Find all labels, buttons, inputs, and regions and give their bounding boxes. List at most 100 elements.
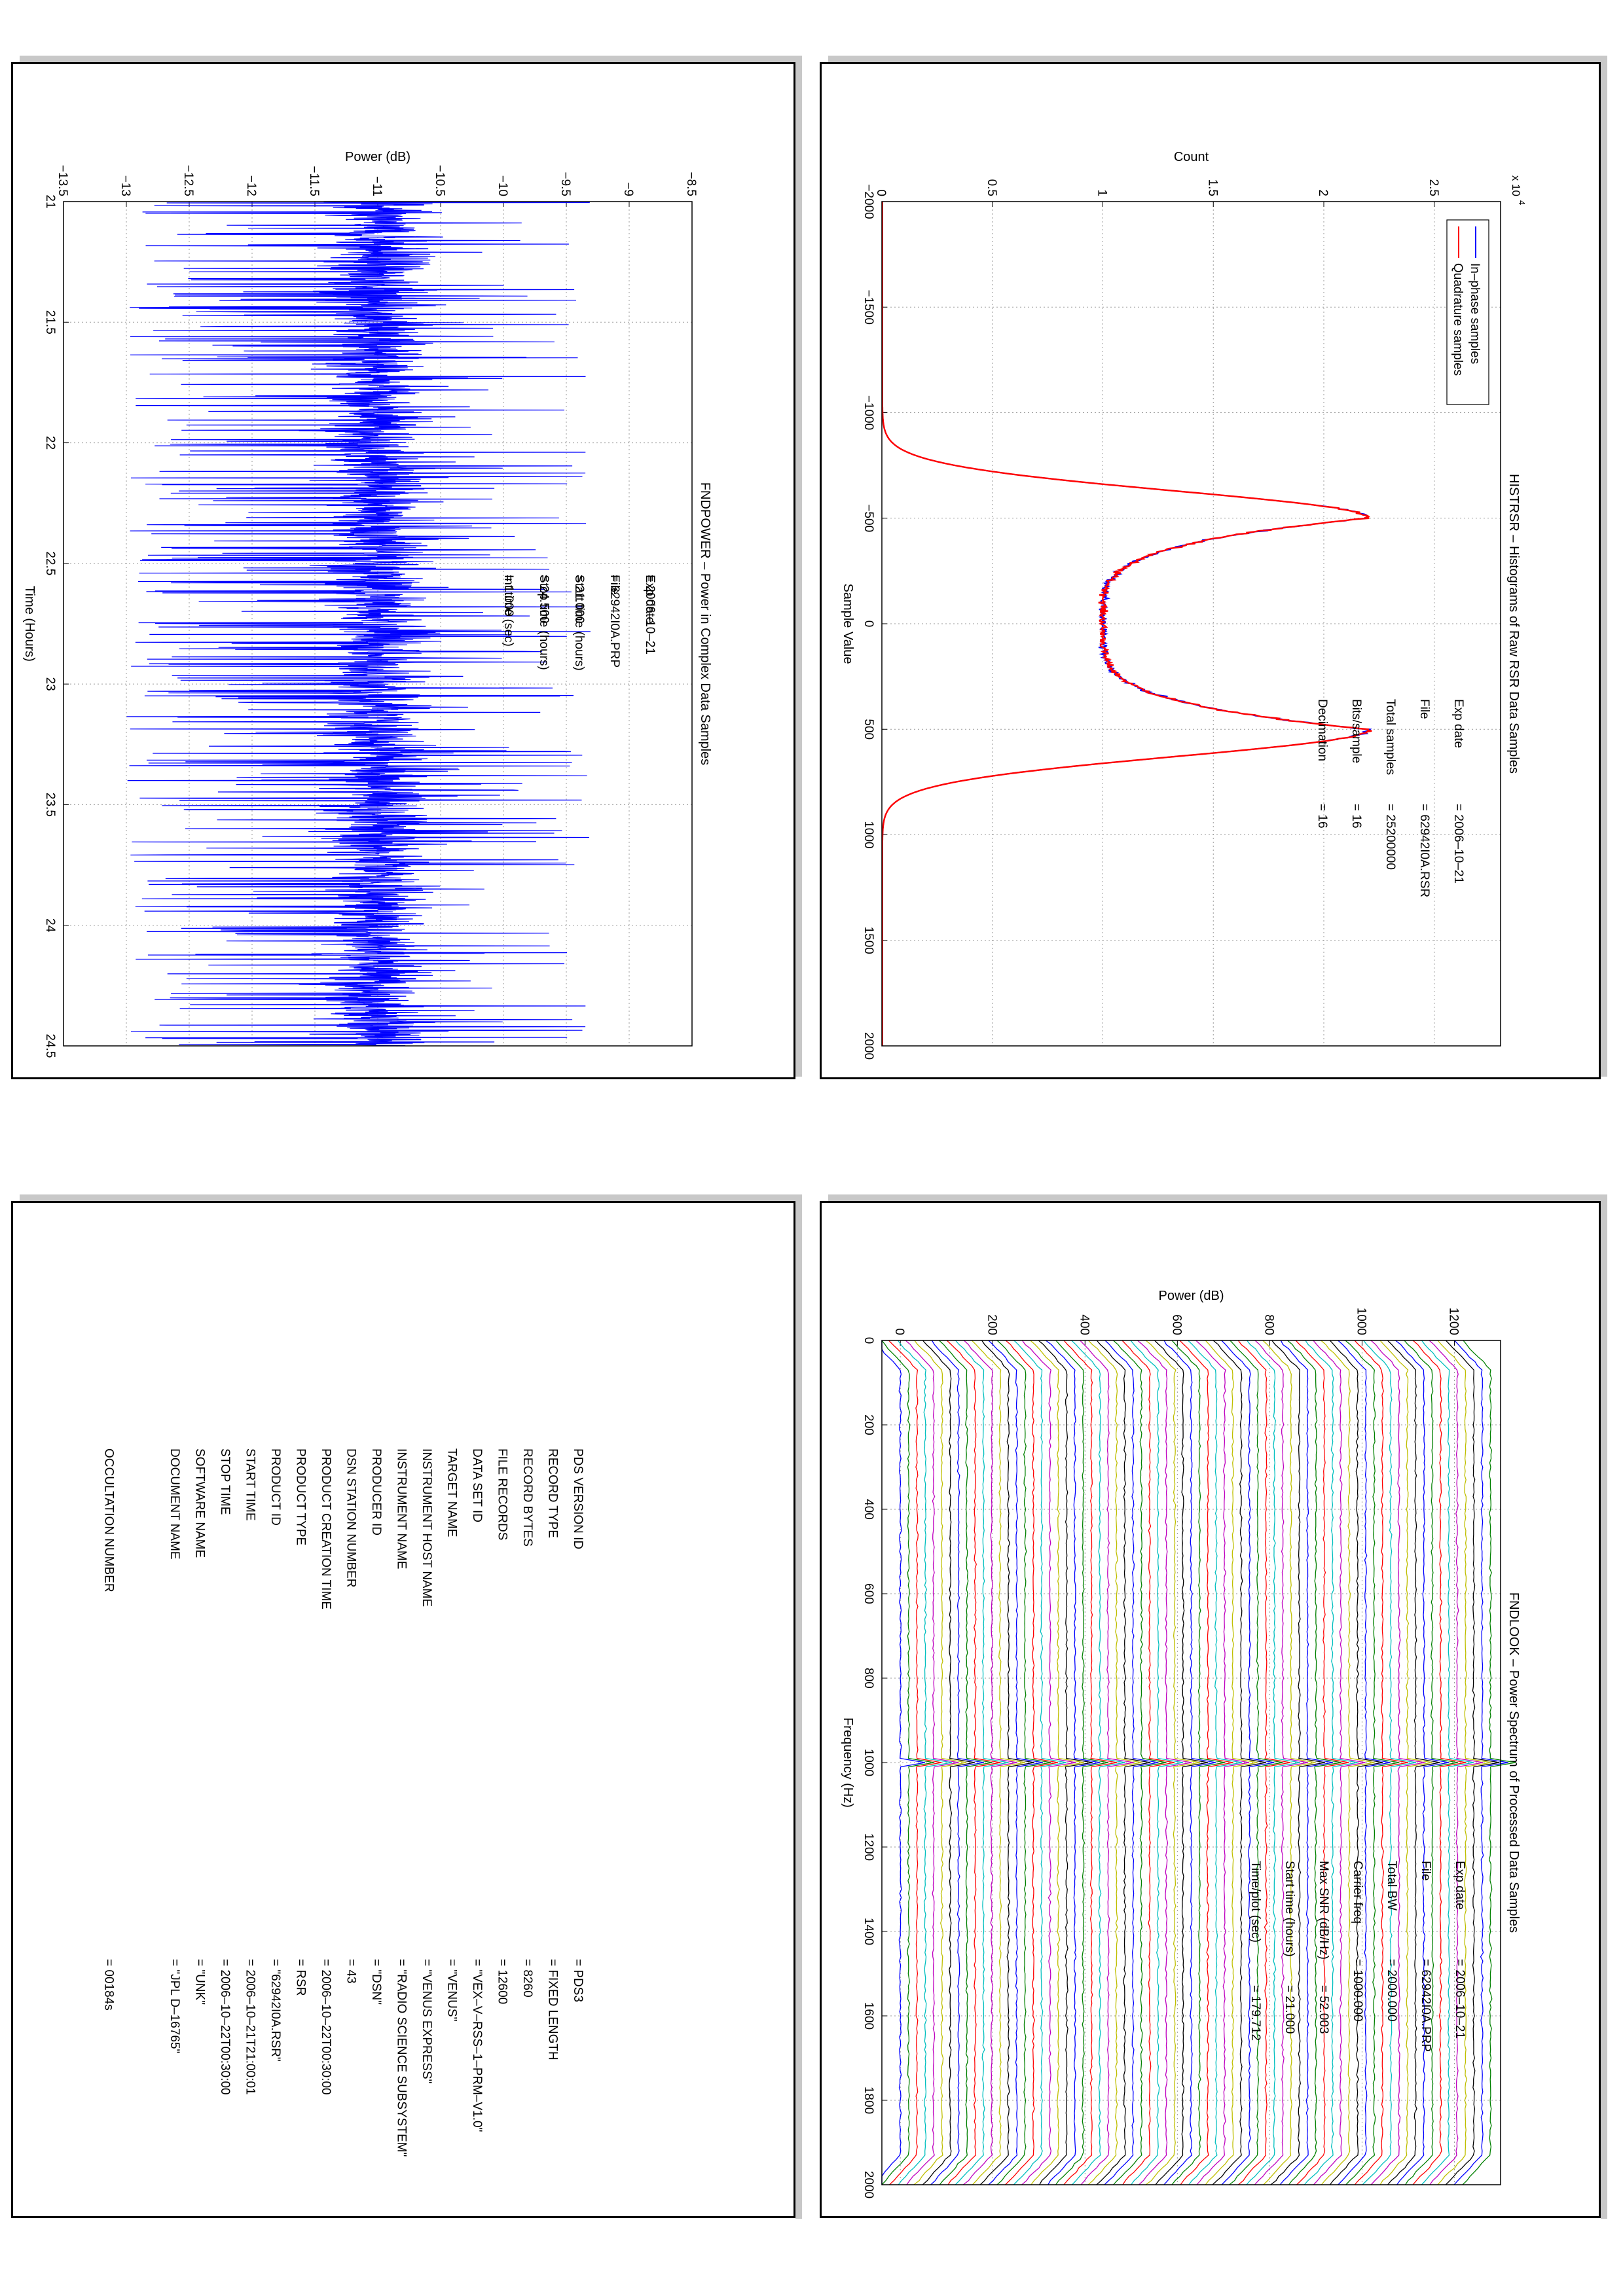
label-value-occultation: = 00184s — [102, 1959, 116, 2011]
fndlook-spectrum-trace — [988, 1340, 1044, 2185]
label-key: START TIME — [244, 1448, 257, 1521]
histrsr-xtick-label: 1000 — [862, 821, 875, 848]
fndlook-spectrum-trace — [962, 1340, 1017, 2185]
fndlook-spectrum-trace — [1262, 1340, 1316, 2185]
histrsr-xtick-label: 0 — [862, 620, 875, 628]
fndlook-spectrum-trace — [1212, 1340, 1267, 2185]
fndlook-annotation-key: Exp date — [1453, 1861, 1467, 1910]
fndlook-spectrum-trace — [1429, 1340, 1484, 2185]
label-key: RECORD BYTES — [520, 1448, 534, 1547]
fndpower-x-annotation-value: = 2006–10–21 — [643, 575, 657, 655]
fndlook-spectrum-trace — [1338, 1340, 1391, 2185]
label-value: = 8260 — [520, 1959, 534, 1998]
fndlook-plot-frame — [881, 1340, 1501, 2185]
fndlook-spectrum-trace — [1237, 1340, 1291, 2185]
fndpower-chart: 21 21.5 22 22.5 23 23.5 24 24.5 −13.5 −13 −12.5 −12… — [22, 150, 712, 1058]
fndpower-x-annotation-value: = 62942I0A.PRP — [608, 575, 621, 668]
fndlook-spectrum-trace — [938, 1340, 993, 2185]
histrsr-ytick-label: 1 — [1095, 189, 1109, 196]
fndlook-spectrum-trace — [1113, 1340, 1167, 2185]
label-table: PDS VERSION ID = PDS3 RECORD TYPE = FIXED L… — [102, 1448, 585, 2157]
fndlook-annotation-value: = 2000.000 — [1385, 1959, 1398, 2022]
fndlook-xtick-label: 200 — [862, 1414, 875, 1435]
fndlook-spectrum-trace — [1063, 1340, 1118, 2185]
fndlook-spectrum-trace — [1130, 1340, 1184, 2185]
fndlook-spectrum-trace — [996, 1340, 1051, 2185]
fndpower-ytick-label: −10 — [496, 175, 509, 196]
fndlook-spectrum-trace — [1370, 1340, 1425, 2185]
fndpower-ytick-label: −12 — [244, 175, 258, 196]
fndlook-annotation-value: = 2006–10–21 — [1453, 1959, 1467, 2039]
label-value: = 2006–10–21T21:00:01 — [244, 1959, 257, 2095]
fndlook-spectrum-trace — [1462, 1340, 1516, 2185]
histrsr-annotation-key: Total samples — [1383, 699, 1397, 775]
fndlook-annotation-value: = 62942I0A.PRP — [1419, 1959, 1432, 2052]
histrsr-xtick-label: 500 — [862, 719, 875, 740]
fndlook-spectrum-trace — [881, 1340, 934, 2185]
histrsr-xtick-label: −1500 — [862, 290, 875, 325]
fndpower-ytick-label: −11 — [370, 176, 384, 196]
fndlook-spectrum-trace — [1013, 1340, 1067, 2185]
histrsr-ytick-label: 0 — [874, 189, 888, 196]
fndlook-spectrum-trace — [1137, 1340, 1192, 2185]
fndlook-spectrum-trace — [955, 1340, 1009, 2185]
fndlook-xtick-label: 1800 — [862, 2087, 875, 2114]
fndlook-spectrum-trace — [1421, 1340, 1474, 2185]
label-key: STOP TIME — [218, 1448, 232, 1515]
fndlook-spectrum-trace — [1096, 1340, 1151, 2185]
fndlook-annotation-key: Total BW — [1385, 1861, 1398, 1910]
fndlook-ylabel: Power (dB) — [1158, 1289, 1224, 1303]
fndpower-xtick-label: 22 — [43, 436, 57, 450]
fndpower-xtick-label: 21 — [43, 194, 57, 208]
label-value: = 2006–10–22T00:30:00 — [218, 1959, 232, 2095]
fndlook-spectrum-trace — [1279, 1340, 1334, 2185]
label-value: = PDS3 — [571, 1959, 585, 2002]
fndlook-spectrum-trace — [1354, 1340, 1409, 2185]
label-key: PRODUCT ID — [268, 1448, 282, 1526]
histrsr-xtick-label: −500 — [862, 504, 875, 532]
fndlook-spectrum-trace — [1304, 1340, 1358, 2185]
fndlook-spectrum-trace — [1046, 1340, 1101, 2185]
fndpower-xtick-label: 21.5 — [43, 310, 57, 334]
fndlook-annotation-key: Carrier freq — [1351, 1861, 1364, 1924]
fndlook-spectrum-trace — [1387, 1340, 1440, 2185]
label-value: = "DSN" — [369, 1959, 383, 2005]
fndlook-spectrum-trace — [1329, 1340, 1383, 2185]
fndpower-x-annotation-key: Stop time (hours) — [537, 575, 551, 670]
histrsr-annotation-value: = 25200000 — [1383, 804, 1397, 870]
fndlook-spectrum-trace — [922, 1340, 976, 2185]
label-key-occultation: OCCULTATION NUMBER — [102, 1448, 116, 1592]
histrsr-legend-label: Quadrature samples — [1451, 263, 1465, 376]
label-key: DSN STATION NUMBER — [344, 1448, 358, 1588]
fndlook-xlabel: Frequency (Hz) — [841, 1717, 855, 1808]
fndlook-spectrum-trace — [1295, 1340, 1349, 2185]
fndlook-annotation-value: = 52.003 — [1317, 1985, 1330, 2034]
fndpower-title: FNDPOWER – Power in Complex Data Samples — [698, 482, 712, 765]
fndlook-spectrum-trace — [1437, 1340, 1491, 2185]
label-value: = "RADIO SCIENCE SUBSYSTEM" — [395, 1959, 409, 2157]
histrsr-y-multiplier: x 10 — [1510, 175, 1522, 196]
fndlook-spectrum-trace — [1205, 1340, 1258, 2185]
fndlook-spectrum-trace — [1195, 1340, 1250, 2185]
fndlook-annotation-key: Time/plot (sec) — [1249, 1861, 1262, 1943]
fndpower-ytick-label: −13.5 — [56, 165, 69, 196]
label-key: PRODUCER ID — [369, 1448, 383, 1535]
fndlook-spectrum-trace — [1270, 1340, 1326, 2185]
fndlook-spectrum-trace — [1122, 1340, 1175, 2185]
fndlook-ytick-label: 600 — [1169, 1314, 1183, 1335]
fndlook-spectrum-trace — [1080, 1340, 1135, 2185]
label-key: PDS VERSION ID — [571, 1448, 585, 1549]
fndlook-spectrum-trace — [1229, 1340, 1283, 2185]
fndlook-xtick-label: 0 — [862, 1337, 875, 1344]
fndpower-xtick-label: 22.5 — [43, 551, 57, 575]
fndlook-chart: 0 200 400 600 800 1000 1200 1400 1600 1800 2000 0 20… — [841, 1289, 1521, 2198]
label-value: = FIXED LENGTH — [546, 1959, 560, 2060]
fndlook-spectrum-trace — [1071, 1340, 1126, 2185]
histrsr-xlabel: Sample Value — [841, 583, 855, 664]
fndpower-x-annotation-key: File — [608, 575, 621, 595]
histrsr-plot-frame — [881, 201, 1501, 1047]
fndlook-spectrum-trace — [971, 1340, 1026, 2185]
fndlook-spectrum-trace — [1321, 1340, 1375, 2185]
fndlook-spectrum-trace — [1395, 1340, 1450, 2185]
fndpower-series-power — [126, 201, 591, 1047]
